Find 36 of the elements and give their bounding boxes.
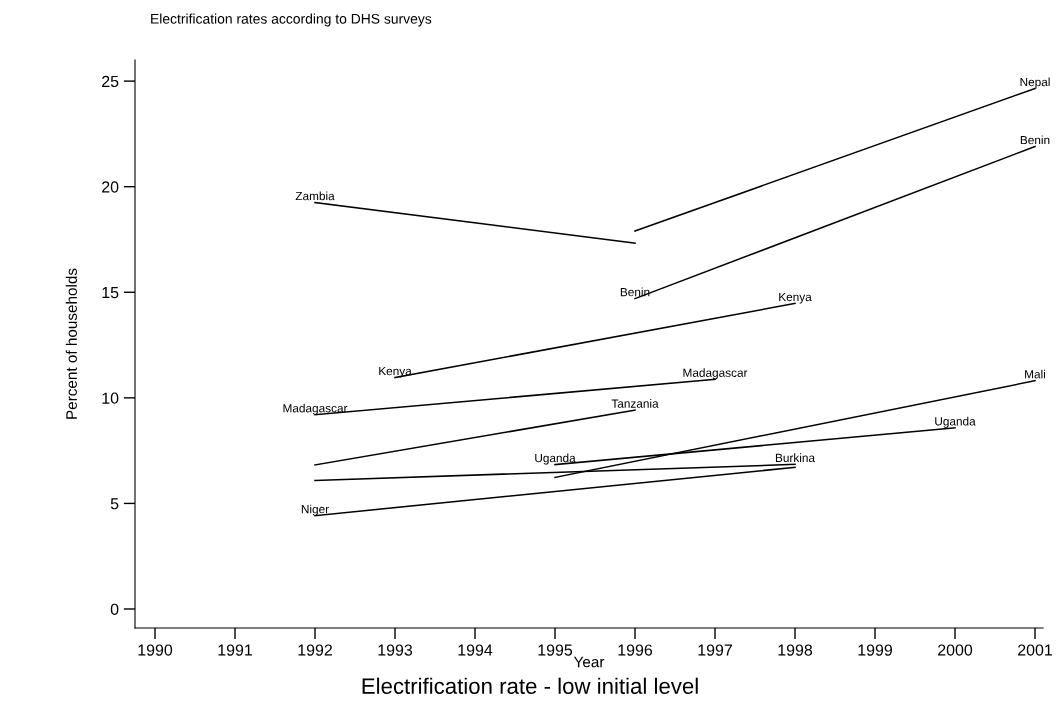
annotation: Tanzania xyxy=(611,399,659,408)
x-tick-label: 1996 xyxy=(618,644,653,656)
y-tick-label: 0 xyxy=(110,603,119,615)
y-tick-label: 10 xyxy=(102,392,119,404)
y-tick-label: 25 xyxy=(102,75,119,88)
annotation: Kenya xyxy=(779,292,812,304)
x-axis-title: Year xyxy=(573,656,605,668)
x-tick-label: 1992 xyxy=(298,644,332,656)
annotation: Madagascar xyxy=(683,368,748,380)
x-tick-label: 1998 xyxy=(778,644,813,656)
text: Electrification rate - low initial level xyxy=(362,677,698,694)
annotation: Uganda xyxy=(935,416,976,428)
chart-subtitle: Electrification rates according to DHS surveys xyxy=(151,13,432,27)
annotation: Uganda xyxy=(535,453,576,465)
y-tick-label: 15 xyxy=(102,287,119,299)
y-tick-label: 5 xyxy=(110,498,119,510)
x-tick-label: 1997 xyxy=(698,644,732,656)
annotation: Kenya xyxy=(379,367,412,378)
x-tick-label: 1994 xyxy=(458,644,493,656)
annotation: Nepal xyxy=(1020,77,1050,89)
x-tick-label: 1993 xyxy=(378,644,413,656)
annotation: Madagascar xyxy=(283,403,348,415)
annotation: Benin xyxy=(1020,135,1050,145)
y-axis-title: Percent of households xyxy=(65,268,77,419)
annotation: Burkina xyxy=(775,453,816,463)
annotation: Mali xyxy=(1025,369,1046,379)
annotation: Benin xyxy=(620,287,650,297)
x-tick-label: 2000 xyxy=(938,644,973,656)
x-tick-label: 1991 xyxy=(218,644,252,656)
x-tick-label: 1999 xyxy=(858,644,893,656)
y-tick-label: 20 xyxy=(102,181,119,193)
x-tick-label: 1990 xyxy=(138,644,173,656)
x-tick-label: 1995 xyxy=(538,644,573,656)
annotation: Niger xyxy=(301,504,329,516)
x-tick-label: 2001 xyxy=(1018,644,1052,656)
annotation: Zambia xyxy=(295,191,335,201)
